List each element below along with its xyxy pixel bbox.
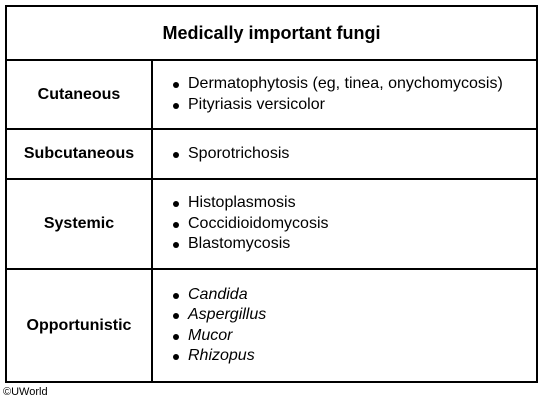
list-item: Candida <box>173 285 536 306</box>
list-item: Mucor <box>173 326 536 347</box>
list-item: Rhizopus <box>173 346 536 367</box>
item-list: Dermatophytosis (eg, tinea, onychomycosi… <box>153 61 536 128</box>
item-list: Sporotrichosis <box>153 130 536 178</box>
table-row-cutaneous: Cutaneous Dermatophytosis (eg, tinea, on… <box>7 61 536 130</box>
table-row-opportunistic: Opportunistic Candida Aspergillus Mucor … <box>7 270 536 381</box>
list-item: Pityriasis versicolor <box>173 95 536 116</box>
list-item: Dermatophytosis (eg, tinea, onychomycosi… <box>173 74 536 95</box>
table-row-subcutaneous: Subcutaneous Sporotrichosis <box>7 130 536 180</box>
category-label: Systemic <box>7 180 153 268</box>
list-item: Sporotrichosis <box>173 144 536 165</box>
item-list: Histoplasmosis Coccidioidomycosis Blasto… <box>153 180 536 268</box>
table-row-systemic: Systemic Histoplasmosis Coccidioidomycos… <box>7 180 536 270</box>
list-item: Coccidioidomycosis <box>173 214 536 235</box>
copyright-text: ©UWorld <box>3 386 48 398</box>
item-list: Candida Aspergillus Mucor Rhizopus <box>153 270 536 381</box>
table-title: Medically important fungi <box>7 7 536 61</box>
list-item: Histoplasmosis <box>173 193 536 214</box>
category-label: Subcutaneous <box>7 130 153 178</box>
fungi-table: Medically important fungi Cutaneous Derm… <box>5 5 538 383</box>
category-label: Opportunistic <box>7 270 153 381</box>
list-item: Blastomycosis <box>173 234 536 255</box>
category-label: Cutaneous <box>7 61 153 128</box>
list-item: Aspergillus <box>173 305 536 326</box>
